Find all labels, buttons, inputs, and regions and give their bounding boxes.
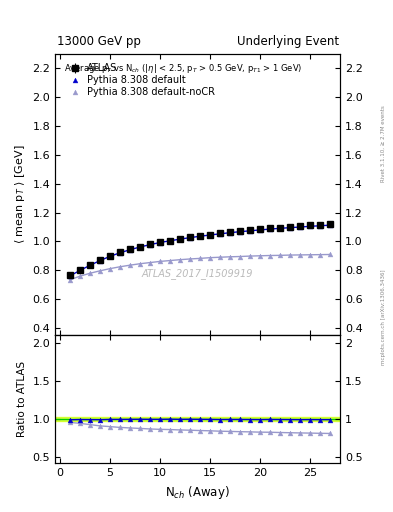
Pythia 8.308 default-noCR (198, 255, 202, 262)
Pythia 8.308 default-noCR (308, 252, 312, 258)
Pythia 8.308 default (138, 244, 142, 250)
Pythia 8.308 default (228, 229, 232, 236)
Pythia 8.308 default-noCR (277, 252, 282, 259)
Pythia 8.308 default (78, 267, 83, 273)
Pythia 8.308 default (118, 250, 122, 256)
Text: Average p$_T$ vs N$_{ch}$ ($|\eta|$ < 2.5, p$_T$ > 0.5 GeV, p$_{T1}$ > 1 GeV): Average p$_T$ vs N$_{ch}$ ($|\eta|$ < 2.… (64, 62, 302, 75)
Pythia 8.308 default-noCR (208, 254, 212, 261)
Pythia 8.308 default-noCR (318, 251, 322, 258)
Legend: ATLAS, Pythia 8.308 default, Pythia 8.308 default-noCR: ATLAS, Pythia 8.308 default, Pythia 8.30… (66, 61, 217, 99)
Pythia 8.308 default (108, 253, 112, 260)
Text: 13000 GeV pp: 13000 GeV pp (57, 35, 141, 48)
Pythia 8.308 default-noCR (148, 260, 152, 266)
Pythia 8.308 default (68, 273, 72, 279)
Text: Rivet 3.1.10, ≥ 2.7M events: Rivet 3.1.10, ≥ 2.7M events (381, 105, 386, 182)
Pythia 8.308 default (198, 233, 202, 240)
Pythia 8.308 default-noCR (158, 259, 162, 265)
Pythia 8.308 default (238, 228, 242, 234)
Line: Pythia 8.308 default-noCR: Pythia 8.308 default-noCR (68, 252, 332, 282)
Pythia 8.308 default-noCR (178, 257, 182, 263)
Pythia 8.308 default (318, 223, 322, 229)
Text: mcplots.cern.ch [arXiv:1306.3436]: mcplots.cern.ch [arXiv:1306.3436] (381, 270, 386, 365)
Bar (55, 417, 340, 421)
Pythia 8.308 default (288, 225, 292, 231)
Pythia 8.308 default-noCR (168, 258, 173, 264)
Pythia 8.308 default (128, 247, 132, 253)
Text: Underlying Event: Underlying Event (237, 35, 339, 48)
Pythia 8.308 default-noCR (257, 253, 262, 259)
Pythia 8.308 default (97, 258, 102, 264)
Pythia 8.308 default-noCR (78, 273, 83, 279)
Pythia 8.308 default (178, 236, 182, 242)
Pythia 8.308 default-noCR (218, 254, 222, 260)
Pythia 8.308 default-noCR (268, 252, 272, 259)
Text: ATLAS_2017_I1509919: ATLAS_2017_I1509919 (142, 268, 253, 279)
Pythia 8.308 default (148, 242, 152, 248)
Pythia 8.308 default-noCR (248, 253, 252, 259)
Pythia 8.308 default-noCR (228, 254, 232, 260)
Pythia 8.308 default-noCR (88, 270, 92, 276)
Pythia 8.308 default-noCR (128, 262, 132, 268)
Pythia 8.308 default-noCR (298, 252, 302, 258)
Pythia 8.308 default (88, 262, 92, 268)
Pythia 8.308 default (298, 224, 302, 230)
Pythia 8.308 default (257, 227, 262, 233)
Pythia 8.308 default (328, 222, 332, 228)
Pythia 8.308 default-noCR (238, 253, 242, 260)
Pythia 8.308 default (168, 238, 173, 244)
Pythia 8.308 default (158, 240, 162, 246)
Line: Pythia 8.308 default: Pythia 8.308 default (68, 223, 332, 279)
Pythia 8.308 default-noCR (138, 261, 142, 267)
Pythia 8.308 default-noCR (68, 276, 72, 283)
Pythia 8.308 default-noCR (97, 268, 102, 274)
Y-axis label: Ratio to ATLAS: Ratio to ATLAS (17, 361, 27, 437)
Pythia 8.308 default (218, 231, 222, 237)
Pythia 8.308 default-noCR (328, 251, 332, 258)
Pythia 8.308 default-noCR (118, 264, 122, 270)
Pythia 8.308 default (277, 225, 282, 231)
Y-axis label: $\langle$ mean p$_T$ $\rangle$ [GeV]: $\langle$ mean p$_T$ $\rangle$ [GeV] (13, 145, 27, 244)
X-axis label: N$_{ch}$ (Away): N$_{ch}$ (Away) (165, 484, 230, 501)
Pythia 8.308 default (187, 234, 192, 241)
Pythia 8.308 default-noCR (108, 266, 112, 272)
Pythia 8.308 default (268, 226, 272, 232)
Pythia 8.308 default (208, 232, 212, 238)
Pythia 8.308 default-noCR (288, 252, 292, 258)
Pythia 8.308 default-noCR (187, 256, 192, 262)
Pythia 8.308 default (308, 223, 312, 229)
Pythia 8.308 default (248, 228, 252, 234)
